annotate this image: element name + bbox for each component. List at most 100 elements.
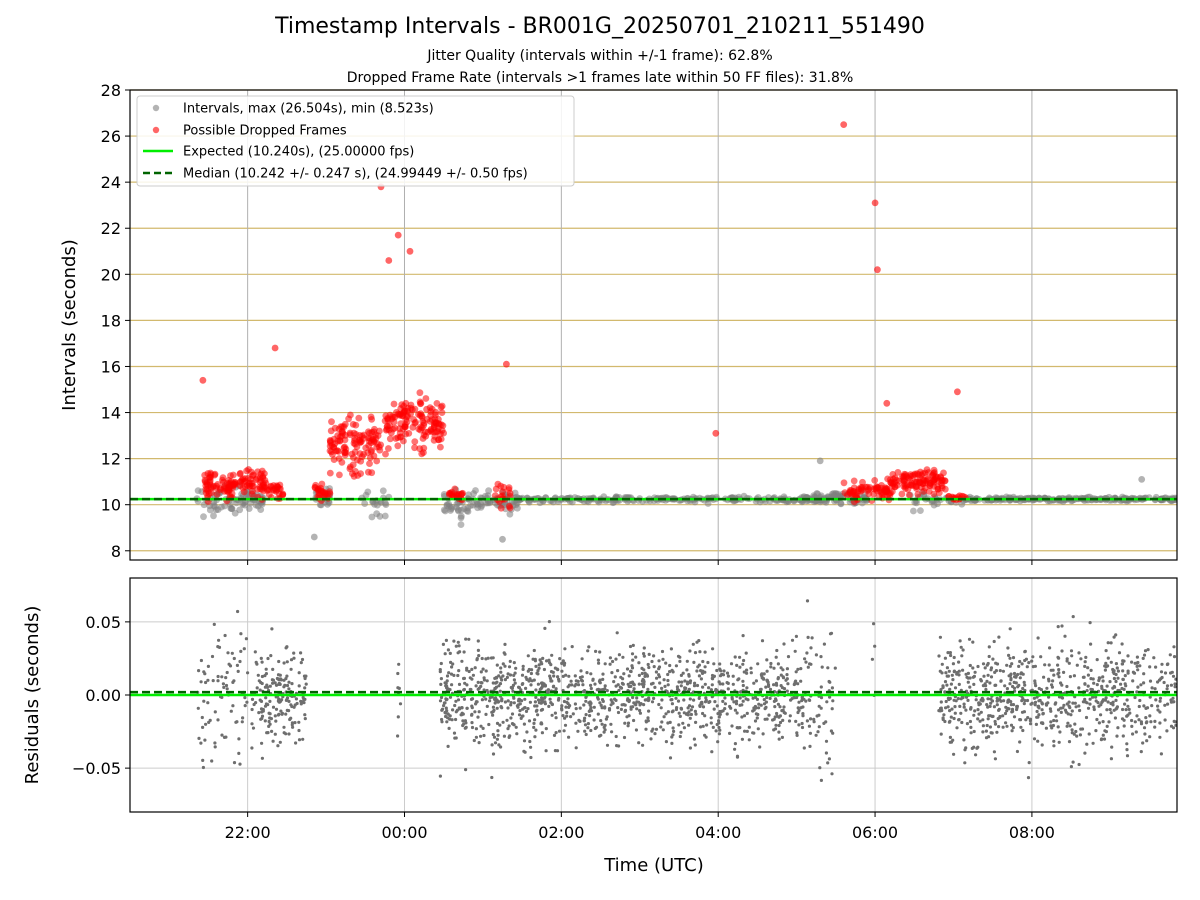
dropped-frame-point [226,479,234,487]
residual-point [1113,685,1117,689]
residual-point [537,701,542,705]
residual-point [601,677,605,682]
residual-point [794,670,798,674]
residual-point [506,672,510,676]
residual-point [634,703,638,707]
residual-point [1050,683,1054,687]
residual-point [1111,667,1115,672]
residual-point [1071,615,1075,619]
residual-point [515,732,519,736]
residual-point [805,719,810,723]
residual-point [522,749,526,753]
dropped-frame-point [243,467,251,475]
residual-point [443,652,447,656]
residual-point [1087,732,1091,736]
residual-point [939,700,943,704]
dropped-frame-point [201,478,209,486]
residual-point [600,698,605,702]
residual-point [952,698,956,702]
residual-point [589,728,593,733]
residual-point [439,677,443,681]
residual-point [796,667,800,671]
dropped-frame-point [366,454,374,462]
residual-point [638,711,643,715]
residual-point [562,729,566,733]
x-tick-label: 06:00 [852,823,898,842]
residual-point [986,673,990,677]
residual-point [498,682,503,686]
residual-point [659,725,663,729]
residual-point [484,712,488,717]
residual-point [1165,684,1170,688]
residual-point [260,681,264,686]
residual-point [556,668,560,672]
residual-point [774,723,778,727]
residual-point [968,663,972,668]
residual-point [274,719,278,723]
residual-point [1015,749,1020,754]
residual-point [271,739,275,743]
residual-point [460,706,464,710]
residual-point [603,687,607,691]
residual-point [396,715,400,719]
residual-point [224,676,228,680]
residual-point [496,733,500,737]
residual-point [747,725,751,729]
residual-point [1010,729,1014,733]
residual-point [662,678,666,682]
residual-point [726,674,731,678]
dropped-frame-point [331,424,339,432]
residual-point [442,704,446,708]
residual-point [1148,665,1152,669]
dropped-frame-point [350,439,358,447]
residual-point [781,718,785,723]
residual-point [273,714,277,718]
residual-point [526,654,530,658]
residual-point [646,687,650,692]
residual-point [637,741,641,745]
residual-point [1162,680,1166,685]
residual-point [783,711,787,715]
residual-point [743,729,747,733]
residual-point [578,675,583,680]
residual-point [1008,682,1012,686]
y-tick-label: 26 [101,127,121,146]
residual-point [529,745,533,749]
residual-point [454,717,458,722]
residual-point [449,660,453,665]
residual-point [992,639,996,644]
dropped-frame-point [362,444,370,452]
residual-point [745,686,749,690]
residual-point [678,714,682,719]
residual-point [1049,720,1053,724]
residual-point [733,747,737,751]
residual-point [664,661,668,665]
residual-point [225,687,229,691]
residual-point [271,667,275,672]
residual-point [224,683,229,688]
residual-point [693,681,697,685]
residual-point [610,671,614,675]
residual-point [626,721,631,725]
residual-point [1168,653,1172,657]
residual-point [647,709,651,713]
dropped-frame-point [859,478,866,486]
residual-point [1056,655,1060,659]
residual-point [603,684,607,688]
dropped-frame-point [367,448,375,456]
dropped-frame-point [432,419,440,426]
dropped-frame-point [207,485,215,492]
residual-point [1095,717,1099,722]
dropped-frame-point [407,404,415,412]
residual-point [809,646,813,650]
residual-point [297,671,301,675]
residual-point [642,680,646,684]
residual-point [1069,765,1073,769]
residual-point [795,731,799,735]
interval-point [472,487,479,494]
residual-point [259,707,264,711]
residual-point [497,700,501,704]
residual-point [738,703,742,707]
residual-point [984,687,988,692]
residual-point [975,746,979,750]
